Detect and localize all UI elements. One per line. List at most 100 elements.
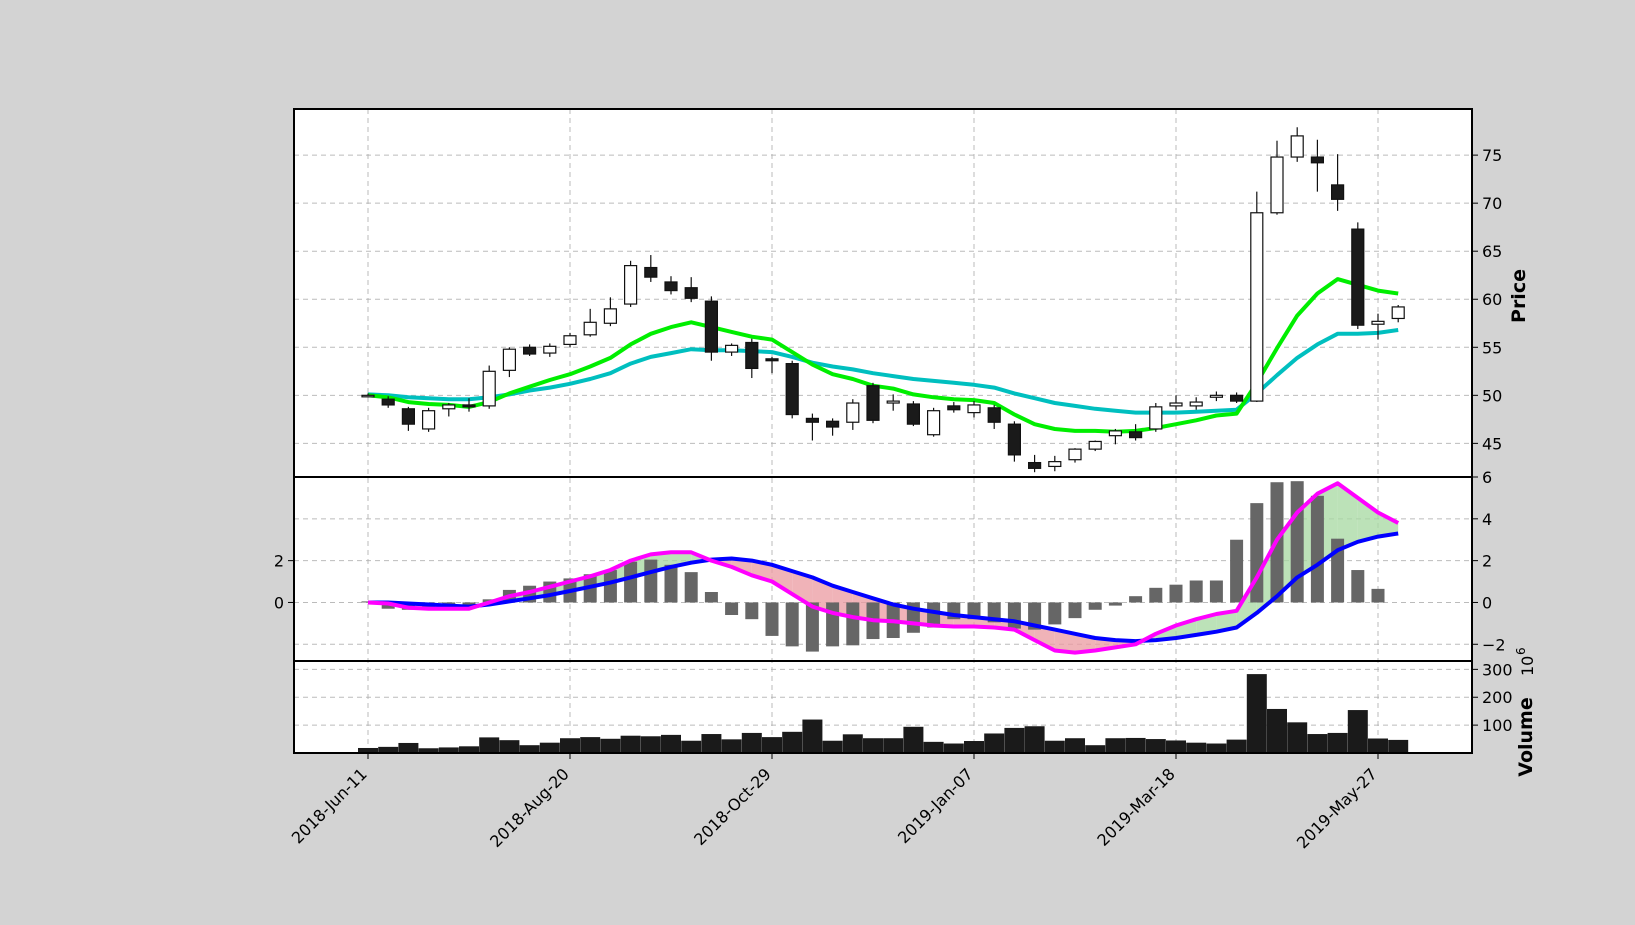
candle-body (1290, 135, 1304, 158)
volume-bar (1024, 726, 1045, 753)
candle-body (1351, 228, 1365, 326)
candle-body (765, 358, 779, 362)
candle-body (846, 402, 860, 423)
candle-body (1371, 320, 1385, 325)
candle-body (1027, 461, 1042, 469)
price-panel (293, 108, 1473, 478)
candle-body (482, 370, 496, 407)
volume-bar (842, 734, 863, 753)
volume-tick-label: 100 (1482, 716, 1513, 735)
volume-bar (984, 733, 1005, 753)
macd-histogram-bar (1068, 602, 1082, 619)
candle-body (502, 348, 516, 371)
macd-right-tick-label: 2 (1482, 552, 1492, 571)
price-series (361, 127, 1405, 473)
candle-body (563, 335, 577, 346)
candle-body (926, 410, 941, 436)
price-tick-label: 60 (1482, 290, 1502, 309)
candle-body (1330, 184, 1345, 200)
candle-body (906, 403, 921, 425)
candle-body (1149, 406, 1163, 430)
volume-bar (741, 732, 762, 753)
macd-histogram-bar (684, 572, 698, 603)
x-tick-label: 2019-Jan-07 (894, 764, 977, 847)
volume-bar (1307, 734, 1328, 753)
candle-body (947, 405, 961, 411)
macd-histogram-bar (1189, 580, 1203, 603)
macd-histogram-bar (1108, 602, 1122, 606)
macd-left-tick-label: 0 (274, 593, 284, 612)
candle-body (381, 398, 395, 406)
candle-body (1068, 448, 1082, 461)
candle-body (644, 266, 658, 278)
panel-borders (293, 108, 1473, 754)
volume-bar (560, 738, 580, 753)
volume-bar (459, 746, 479, 753)
volume-bar (620, 735, 641, 753)
candle-body (543, 345, 557, 354)
ma-long-line (367, 328, 1399, 415)
candle-body (442, 404, 456, 410)
macd-histogram-bar (1230, 539, 1244, 603)
candle-body (1189, 401, 1203, 407)
macd-histogram-bar (1149, 587, 1163, 603)
price-tick-label: 45 (1482, 434, 1502, 453)
candle-body (967, 404, 981, 414)
volume-bar (398, 742, 419, 753)
candle-body (724, 344, 739, 353)
macd-left-tick-label: 2 (274, 552, 284, 571)
volume-bar (1368, 738, 1388, 753)
macd-right-tick-label: −2 (1482, 635, 1506, 654)
volume-bar (1388, 739, 1409, 753)
macd-histogram-bar (765, 602, 779, 636)
macd-histogram-bar (826, 602, 840, 647)
volume-bar (883, 738, 904, 753)
macd-histogram-bar (644, 559, 658, 603)
candle-body (462, 404, 476, 408)
macd-right-tick-label: 0 (1482, 593, 1492, 612)
candle-body (805, 417, 820, 423)
macd-histogram-bar (1088, 602, 1102, 610)
x-tick-label: 2018-Jun-11 (288, 764, 371, 847)
candle-body (664, 281, 678, 292)
volume-bar (1186, 742, 1207, 753)
volume-axis-title: Volume (1515, 697, 1537, 776)
macd-fill-segment (1337, 483, 1358, 551)
macd-histogram-bar (805, 602, 819, 652)
x-tick-label: 2019-May-27 (1293, 764, 1381, 852)
svg-text:6: 6 (1514, 647, 1528, 655)
volume-bar (762, 737, 782, 753)
volume-bar (923, 741, 944, 753)
volume-bar (1004, 727, 1025, 753)
ma-short-line (367, 277, 1399, 434)
price-tick-label: 70 (1482, 194, 1502, 213)
signal-line (368, 531, 1399, 644)
price-axis-title: Price (1508, 269, 1530, 323)
macd-fill-segment (792, 571, 813, 607)
price-tick-label: 65 (1482, 242, 1502, 261)
macd-histogram-bar (1169, 584, 1183, 603)
candle-body (785, 363, 799, 416)
macd-histogram-bar (624, 561, 638, 603)
price-tick-label: 55 (1482, 338, 1502, 357)
x-tick-label: 2018-Aug-20 (486, 764, 573, 851)
candle-body (1310, 156, 1325, 164)
volume-bar (1347, 710, 1368, 753)
candle-body (1048, 461, 1062, 468)
volume-series (358, 674, 1409, 753)
candle-body (745, 341, 759, 370)
volume-bar (580, 737, 601, 753)
volume-bar (1044, 740, 1065, 753)
volume-bar (701, 734, 722, 753)
macd-histogram-bar (1310, 495, 1324, 603)
macd-histogram-bar (1351, 570, 1365, 603)
volume-bar (1145, 739, 1166, 753)
price-tick-label: 75 (1482, 146, 1502, 165)
volume-bar (378, 746, 399, 753)
candle-body (1250, 212, 1264, 402)
macd-histogram-bar (846, 602, 860, 646)
macd-histogram-bar (381, 602, 395, 609)
macd-histogram-bar (785, 602, 799, 647)
